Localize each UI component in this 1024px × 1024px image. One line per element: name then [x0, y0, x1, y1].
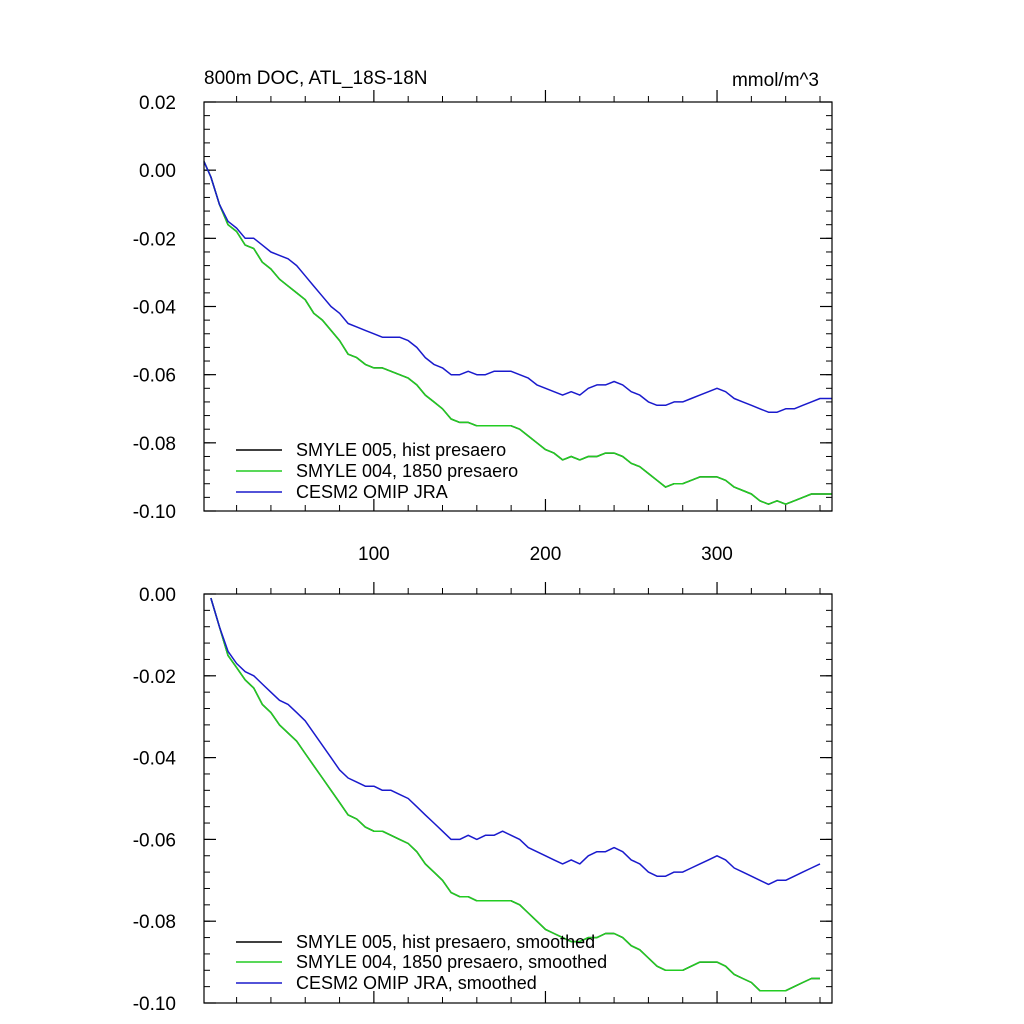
y-tick-label: 0.00 [139, 161, 176, 182]
y-tick-label: -0.02 [133, 229, 176, 250]
legend-label-smyle004: SMYLE 004, 1850 presaero [296, 461, 518, 481]
bottom-panel-lines [210, 597, 821, 992]
y-tick-label: -0.10 [133, 994, 176, 1015]
x-tick-label: 200 [530, 544, 562, 565]
legend-label-smyle005: SMYLE 005, hist presaero [296, 440, 506, 460]
bottom-legend: SMYLE 005, hist presaero, smoothed SMYLE… [236, 932, 607, 993]
series-line-1 [203, 161, 832, 505]
legend-label-smyle005-smoothed: SMYLE 005, hist presaero, smoothed [296, 932, 595, 952]
series-line-2 [203, 161, 832, 413]
y-tick-label: -0.08 [133, 434, 176, 455]
y-tick-label: -0.02 [133, 667, 176, 688]
legend-label-cesm2: CESM2 OMIP JRA [296, 482, 448, 502]
top-panel: 800m DOC, ATL_18S-18N mmol/m^3 0.02 0.00 -… [133, 68, 833, 565]
bottom-panel: 0.00 -0.02 -0.04 -0.06 -0.08 -0.10 SMYLE 005,… [133, 582, 833, 1015]
series-line-1 [210, 597, 820, 992]
x-tick-label: 100 [358, 544, 390, 565]
top-panel-lines [203, 161, 832, 505]
legend-label-cesm2-smoothed: CESM2 OMIP JRA, smoothed [296, 973, 537, 993]
y-tick-label: -0.04 [133, 298, 177, 319]
x-tick-label: 300 [701, 544, 733, 565]
top-panel-ticks: 0.02 0.00 -0.02 -0.04 -0.06 -0.08 -0.10 100 200 3… [133, 90, 832, 565]
y-tick-label: -0.10 [133, 502, 176, 523]
bottom-panel-frame [203, 593, 833, 1004]
top-panel-frame [203, 101, 833, 512]
chart-title: 800m DOC, ATL_18S-18N [204, 68, 428, 89]
y-tick-label: -0.04 [133, 749, 177, 770]
y-tick-label: -0.06 [133, 830, 176, 851]
series-line-2 [210, 597, 821, 886]
y-tick-label: -0.06 [133, 366, 176, 387]
units-label: mmol/m^3 [732, 70, 819, 91]
legend-label-smyle004-smoothed: SMYLE 004, 1850 presaero, smoothed [296, 952, 607, 972]
y-tick-label: -0.08 [133, 912, 176, 933]
y-tick-label: 0.02 [139, 93, 176, 114]
top-legend: SMYLE 005, hist presaero SMYLE 004, 1850… [236, 440, 518, 502]
y-tick-label: 0.00 [139, 585, 176, 606]
